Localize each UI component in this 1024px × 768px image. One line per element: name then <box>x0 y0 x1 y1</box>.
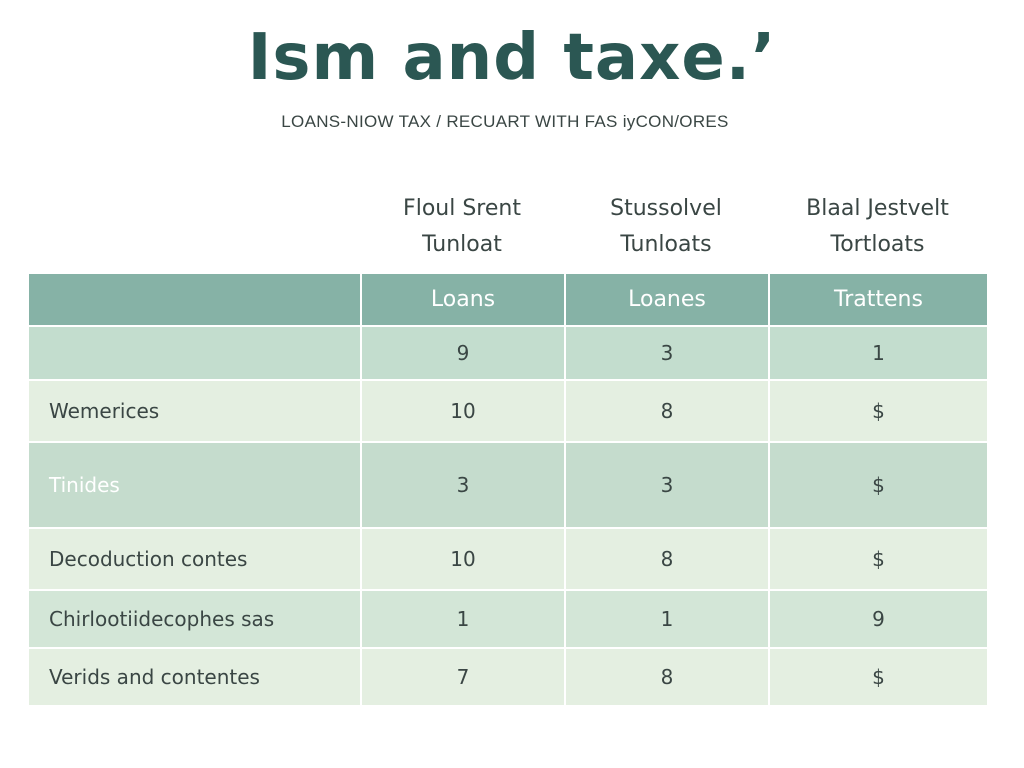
column-header-trattens: Trattens <box>768 272 989 327</box>
table-cell: $ <box>768 379 989 443</box>
table-row: Verids and contentes 7 8 $ <box>27 647 989 707</box>
table-cell: 1 <box>768 325 989 381</box>
table-cell: 3 <box>564 325 770 381</box>
row-label: Verids and contentes <box>27 647 362 707</box>
table-row: Chirlootiidecophes sas 1 1 9 <box>27 589 989 649</box>
page-subtitle: LOANS-NIOW TAX / RECUART WITH FAS iyCON/… <box>281 112 729 131</box>
row-label: Wemerices <box>27 379 362 443</box>
group-header-3-line2: Tortloats <box>830 232 925 257</box>
row-label: Decoduction contes <box>27 527 362 591</box>
group-header-3-line1: Blaal Jestvelt <box>806 196 949 221</box>
row-label <box>27 325 362 381</box>
table-cell: 3 <box>564 441 770 529</box>
column-header-loans: Loans <box>360 272 566 327</box>
group-header-1: Floul Srent Tunloat <box>360 191 564 263</box>
table-cell: 8 <box>564 379 770 443</box>
table-cell: 1 <box>564 589 770 649</box>
table-row: 9 3 1 <box>27 325 989 381</box>
table-header-row: Loans Loanes Trattens <box>27 272 989 327</box>
row-label: Tinides <box>27 441 362 529</box>
group-header-2-line1: Stussolvel <box>610 196 722 221</box>
table-cell: 1 <box>360 589 566 649</box>
group-header-3: Blaal Jestvelt Tortloats <box>768 191 987 263</box>
table-cell: $ <box>768 647 989 707</box>
column-header-label <box>27 272 362 327</box>
table-row: Decoduction contes 10 8 $ <box>27 527 989 591</box>
row-label: Chirlootiidecophes sas <box>27 589 362 649</box>
group-header-2-line2: Tunloats <box>620 232 712 257</box>
group-header-1-line1: Floul Srent <box>403 196 521 221</box>
column-header-loanes: Loanes <box>564 272 770 327</box>
table-cell: 9 <box>768 589 989 649</box>
page-title: Ism and taxe.’ <box>247 21 777 95</box>
group-header-1-line2: Tunloat <box>422 232 502 257</box>
table-cell: 8 <box>564 527 770 591</box>
table-cell: 8 <box>564 647 770 707</box>
table-row: Wemerices 10 8 $ <box>27 379 989 443</box>
data-table: Loans Loanes Trattens 9 3 1 Wemerices 10… <box>27 272 989 707</box>
table-cell: 10 <box>360 379 566 443</box>
table-cell: 7 <box>360 647 566 707</box>
table-cell: 10 <box>360 527 566 591</box>
table-cell: $ <box>768 527 989 591</box>
table-cell: $ <box>768 441 989 529</box>
table-cell: 9 <box>360 325 566 381</box>
table-row: Tinides 3 3 $ <box>27 441 989 529</box>
table-cell: 3 <box>360 441 566 529</box>
group-header-2: Stussolvel Tunloats <box>564 191 768 263</box>
